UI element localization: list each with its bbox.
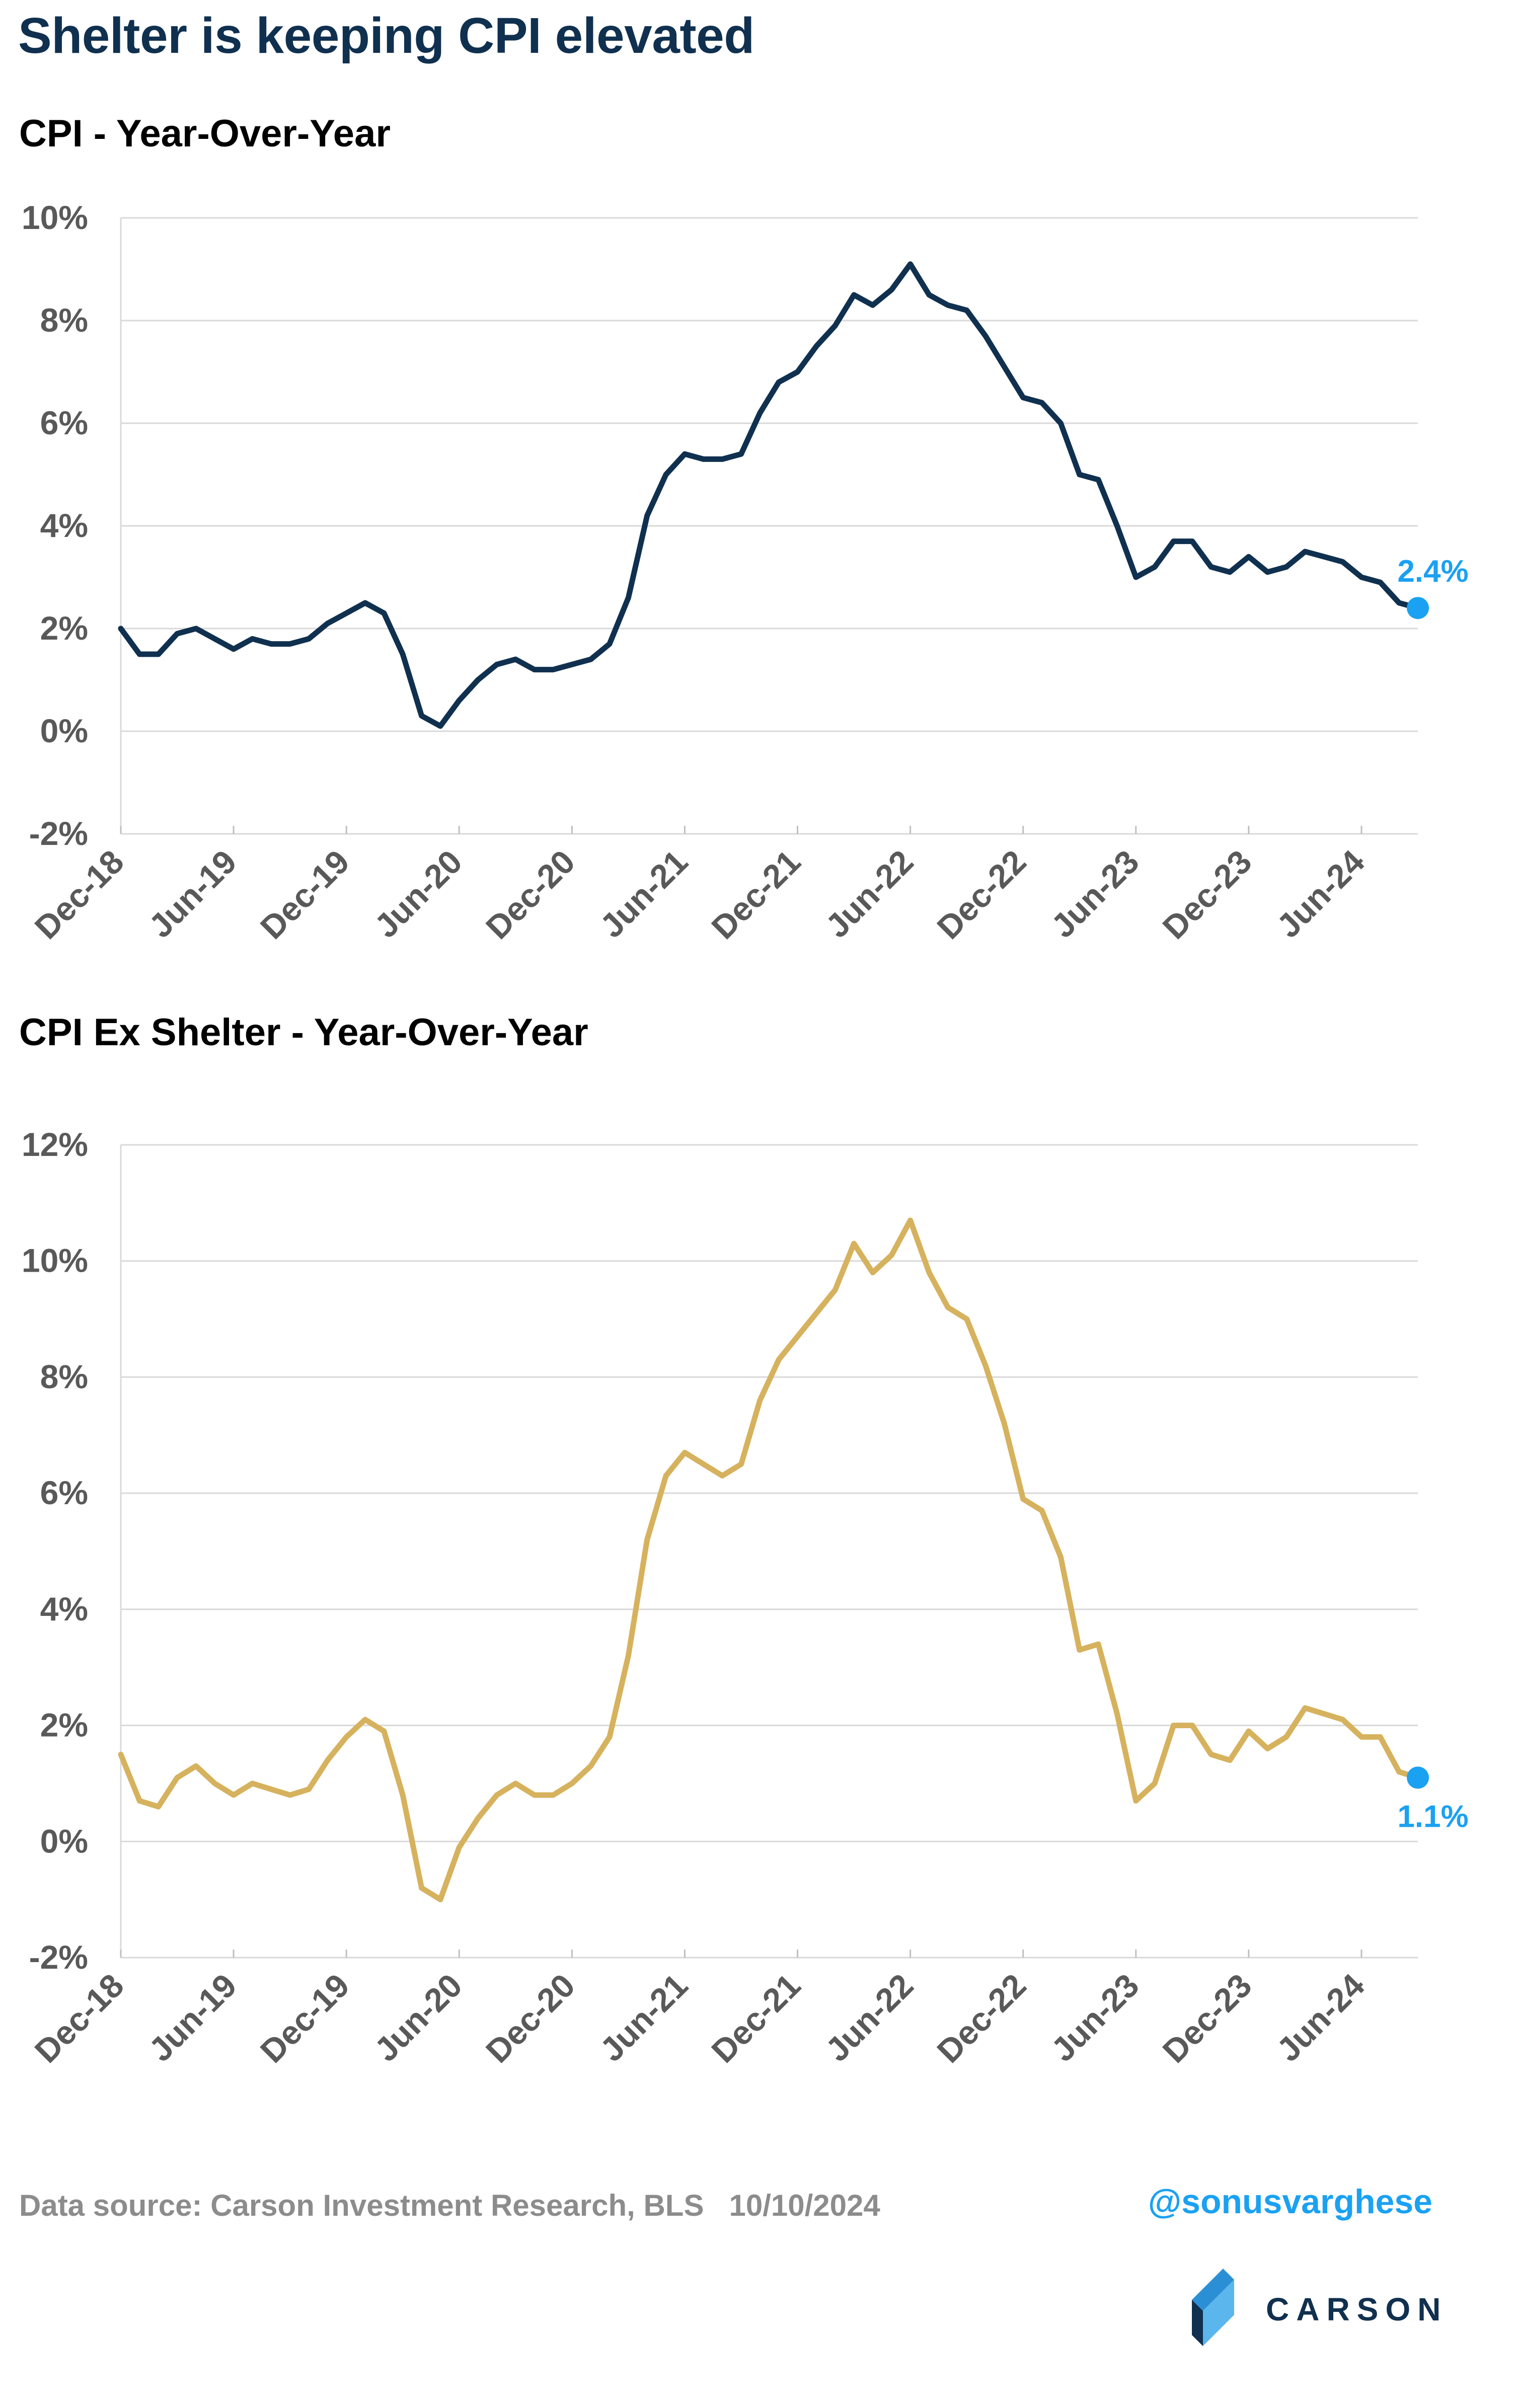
cpi-ex-shelter-x-tick-label: Jun-23 — [1044, 1967, 1146, 2069]
cpi-x-tick-label: Jun-23 — [1044, 843, 1146, 945]
cpi-ex-shelter-x-tick-label: Jun-20 — [367, 1967, 469, 2069]
cpi-ex-shelter-y-tick-label: 12% — [22, 1126, 88, 1163]
carson-logo-mark-icon — [1192, 2269, 1234, 2346]
cpi-ex-shelter-x-tick-label: Jun-21 — [593, 1967, 695, 2069]
carson-wordmark: CARSON — [1266, 2291, 1448, 2327]
cpi-series-line — [118, 261, 1421, 729]
cpi-ex-shelter-x-tick-label: Dec-19 — [253, 1967, 356, 2070]
cpi-ex-shelter-x-tick-label: Dec-20 — [479, 1967, 582, 2070]
cpi-end-value-label: 2.4% — [1397, 554, 1468, 589]
cpi-x-tick-label: Jun-21 — [593, 843, 695, 945]
cpi-line-chart: -2% 0% 2% 4% 6% 8% 10% Dec-18 Jun-19 Dec-19 Jun-20… — [22, 199, 1469, 946]
cpi-ex-shelter-y-tick-label: 10% — [22, 1242, 88, 1279]
cpi-ex-shelter-y-tick-label: 0% — [40, 1822, 88, 1859]
cpi-y-tick-label: 0% — [40, 712, 88, 749]
cpi-ex-shelter-y-tick-label: -2% — [29, 1938, 88, 1976]
cpi-y-tick-label: -2% — [29, 815, 88, 852]
cpi-ex-shelter-series-line — [118, 1217, 1421, 1903]
cpi-ex-shelter-end-point-marker — [1407, 1766, 1429, 1789]
cpi-ex-shelter-x-tick-label: Jun-22 — [818, 1967, 921, 2069]
cpi-x-tick-label: Jun-24 — [1269, 842, 1372, 945]
cpi-end-point-marker — [1407, 597, 1429, 619]
cpi-ex-shelter-x-tick-label: Dec-21 — [704, 1967, 807, 2070]
carson-logo: CARSON — [1188, 2265, 1450, 2350]
cpi-x-tick-label: Dec-19 — [253, 843, 356, 946]
cpi-ex-shelter-y-tick-label: 2% — [40, 1706, 88, 1744]
cpi-ex-shelter-line-chart: -2%0%2%4%6%8%10%12%Dec-18 Jun-19 Dec-19 Jun… — [22, 1126, 1469, 2070]
data-source-note: Data source: Carson Investment Research,… — [19, 2189, 880, 2222]
cpi-ex-shelter-chart-title: CPI Ex Shelter - Year-Over-Year — [19, 1011, 588, 1054]
cpi-x-tick-label: Dec-22 — [930, 843, 1033, 946]
cpi-ex-shelter-x-tick-label: Jun-19 — [141, 1967, 244, 2069]
cpi-x-tick-label: Dec-21 — [704, 843, 807, 946]
cpi-ex-shelter-y-tick-label: 6% — [40, 1474, 88, 1511]
twitter-handle: @sonusvarghese — [1148, 2183, 1432, 2221]
cpi-y-tick-label: 8% — [40, 301, 88, 339]
cpi-x-tick-label: Jun-19 — [141, 843, 244, 945]
cpi-x-tick-label: Dec-18 — [28, 843, 131, 946]
cpi-chart-title: CPI - Year-Over-Year — [19, 112, 391, 155]
cpi-ex-shelter-end-value-label: 1.1% — [1397, 1799, 1468, 1834]
cpi-ex-shelter-y-tick-label: 8% — [40, 1358, 88, 1395]
cpi-y-tick-label: 6% — [40, 404, 88, 441]
cpi-ex-shelter-x-tick-label: Dec-23 — [1155, 1967, 1258, 2070]
cpi-ex-shelter-x-tick-label: Jun-24 — [1269, 1966, 1372, 2068]
cpi-x-tick-label: Jun-22 — [818, 843, 921, 945]
main-title: Shelter is keeping CPI elevated — [18, 8, 754, 64]
cpi-y-tick-label: 10% — [22, 199, 88, 236]
cpi-ex-shelter-x-tick-label: Dec-18 — [28, 1967, 131, 2070]
cpi-x-tick-label: Dec-20 — [479, 843, 582, 946]
cpi-x-tick-label: Dec-23 — [1155, 843, 1258, 946]
cpi-ex-shelter-y-tick-label: 4% — [40, 1590, 88, 1627]
cpi-x-tick-label: Jun-20 — [367, 843, 469, 945]
cpi-ex-shelter-x-tick-label: Dec-22 — [930, 1967, 1033, 2070]
cpi-y-tick-label: 4% — [40, 507, 88, 544]
cpi-y-tick-label: 2% — [40, 609, 88, 647]
